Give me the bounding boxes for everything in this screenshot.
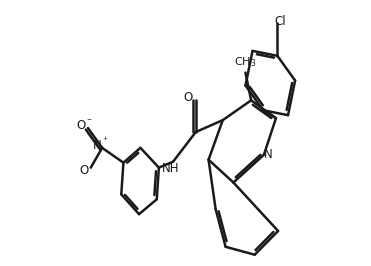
Text: $^-$: $^-$ [85,116,93,125]
Text: NH: NH [162,162,180,175]
Text: Cl: Cl [274,15,286,28]
Text: O: O [79,164,89,177]
Text: CH$_3$: CH$_3$ [234,55,257,69]
Text: $^+$: $^+$ [101,135,109,144]
Text: N: N [264,148,273,161]
Text: N: N [92,139,101,152]
Text: O: O [77,119,86,132]
Text: O: O [184,91,193,104]
